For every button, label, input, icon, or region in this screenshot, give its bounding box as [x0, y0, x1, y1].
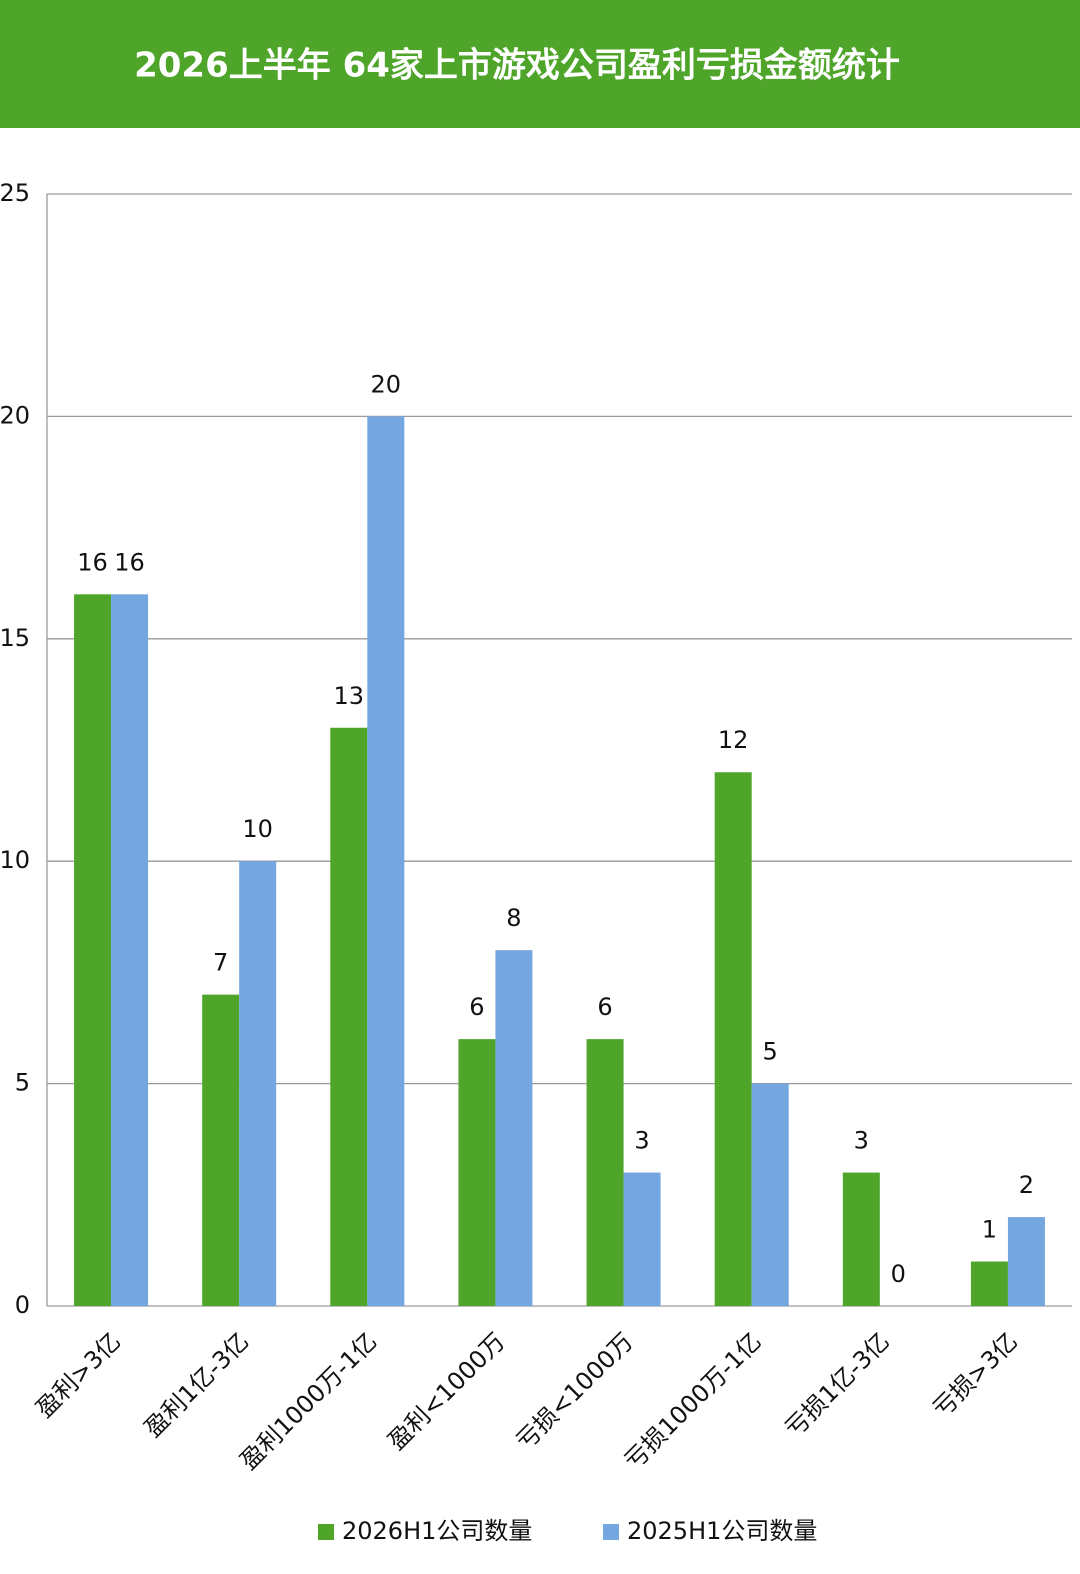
value-label: 16 — [114, 548, 145, 576]
bar — [751, 1083, 789, 1306]
y-tick-label: 10 — [0, 846, 30, 874]
bar — [970, 1261, 1008, 1306]
value-label: 1 — [982, 1216, 997, 1244]
bar — [74, 594, 112, 1306]
x-tick-label: 亏损<1000万 — [511, 1327, 639, 1455]
legend-label: 2026H1公司数量 — [342, 1517, 532, 1545]
value-label: 12 — [718, 726, 749, 754]
value-label: 3 — [854, 1127, 869, 1155]
value-label: 0 — [891, 1260, 906, 1288]
bar — [367, 416, 405, 1306]
y-tick-label: 25 — [0, 179, 30, 207]
y-tick-label: 20 — [0, 401, 30, 429]
bar — [458, 1039, 496, 1306]
value-label: 7 — [213, 949, 228, 977]
x-tick-label: 亏损1000万-1亿 — [619, 1327, 767, 1475]
header-band — [0, 0, 1080, 128]
bar — [586, 1039, 624, 1306]
bar — [623, 1172, 661, 1306]
bar — [202, 994, 240, 1306]
value-label: 10 — [242, 815, 273, 843]
bar — [714, 772, 752, 1306]
y-tick-label: 0 — [15, 1291, 30, 1319]
value-label: 8 — [506, 904, 521, 932]
bar — [495, 950, 533, 1306]
value-label: 6 — [469, 993, 484, 1021]
value-label: 20 — [371, 370, 402, 398]
x-tick-label: 亏损1亿-3亿 — [780, 1327, 895, 1442]
bar — [330, 727, 368, 1306]
bar — [111, 594, 149, 1306]
bar — [239, 861, 277, 1306]
chart-title: 2026上半年 64家上市游戏公司盈利亏损金额统计 — [134, 46, 900, 86]
y-tick-label: 5 — [15, 1069, 30, 1097]
x-tick-label: 盈利1000万-1亿 — [235, 1327, 383, 1475]
x-tick-label: 盈利<1000万 — [383, 1327, 511, 1455]
legend-swatch — [318, 1524, 334, 1540]
value-label: 2 — [1019, 1171, 1034, 1199]
y-tick-label: 15 — [0, 624, 30, 652]
bar — [842, 1172, 880, 1306]
bar — [1007, 1217, 1045, 1306]
value-label: 16 — [77, 548, 108, 576]
legend-label: 2025H1公司数量 — [627, 1517, 817, 1545]
x-tick-label: 亏损>3亿 — [927, 1327, 1023, 1423]
value-label: 5 — [763, 1038, 778, 1066]
x-tick-label: 盈利1亿-3亿 — [139, 1327, 254, 1442]
value-label: 13 — [334, 682, 365, 710]
value-label: 3 — [634, 1127, 649, 1155]
value-label: 6 — [597, 993, 612, 1021]
x-tick-label: 盈利>3亿 — [31, 1327, 127, 1423]
legend-swatch — [603, 1524, 619, 1540]
